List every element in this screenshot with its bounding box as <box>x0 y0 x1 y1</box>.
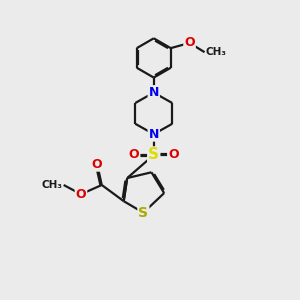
Text: CH₃: CH₃ <box>41 180 62 190</box>
Text: N: N <box>148 128 159 141</box>
Text: S: S <box>148 148 159 163</box>
Text: O: O <box>184 36 195 50</box>
Text: O: O <box>92 158 103 171</box>
Text: S: S <box>138 206 148 220</box>
Text: O: O <box>76 188 86 201</box>
Text: CH₃: CH₃ <box>206 47 227 57</box>
Text: O: O <box>129 148 140 161</box>
Text: O: O <box>168 148 179 161</box>
Text: N: N <box>148 86 159 99</box>
